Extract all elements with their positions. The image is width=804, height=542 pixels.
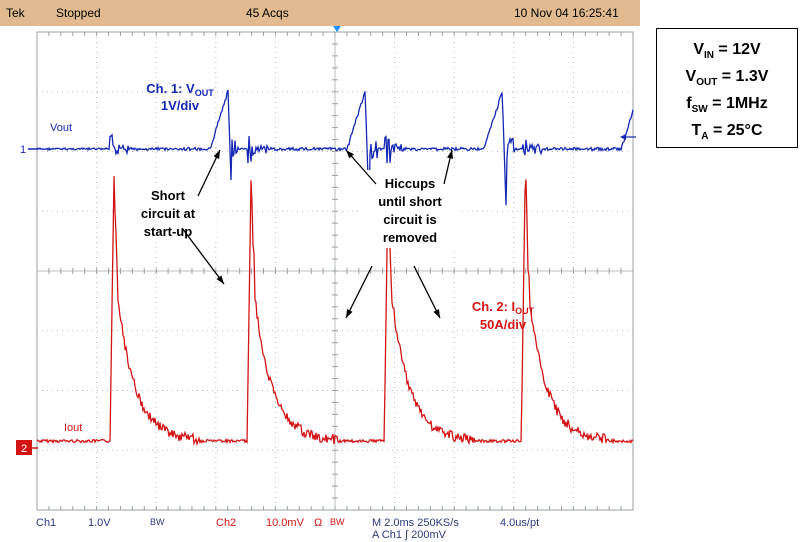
acquisition-status: Stopped xyxy=(56,6,101,20)
hiccup-label-line1: Hiccups xyxy=(385,176,436,191)
iout-trace xyxy=(36,176,634,447)
short-circuit-label-line2: circuit at xyxy=(141,206,196,221)
trigger-level-arrowhead xyxy=(620,134,626,140)
hiccup-arrow-iout-2 xyxy=(413,265,441,319)
spec-ta: TA = 25°C xyxy=(691,122,763,143)
short-arrow-vout xyxy=(197,149,221,197)
annotation-arrows xyxy=(181,149,454,319)
scope-footer: Ch1 1.0V BW Ch2 10.0mV Ω BW M 2.0ms 250K… xyxy=(0,514,640,542)
channel-markers: 2 1 xyxy=(16,26,636,455)
vout-trace xyxy=(36,89,634,208)
traces xyxy=(36,89,634,447)
ch2-scale-label: 50A/div xyxy=(480,317,527,332)
short-circuit-label-line3: start-up xyxy=(144,224,192,239)
trigger-position-marker xyxy=(333,26,341,32)
short-arrow-iout xyxy=(181,227,225,285)
oscilloscope-display: Tek Stopped 45 Acqs 10 Nov 04 16:25:41 2… xyxy=(0,0,640,542)
hiccup-arrow-iout-2-head xyxy=(433,309,440,318)
waveform-plot: 2 1 Vout Iout Ch. 1: VOUT 1V/div Ch. 2: … xyxy=(16,26,636,511)
spec-vin: VIN = 12V xyxy=(693,41,761,62)
spec-fsw: fSW = 1MHz xyxy=(686,95,768,116)
footer-ch2: Ch2 xyxy=(216,517,237,529)
footer-ch1: Ch1 xyxy=(36,517,57,529)
footer-ch1-bw: BW xyxy=(150,517,165,527)
footer-ch1-scale: 1.0V xyxy=(88,517,111,529)
hiccup-arrow-iout-1-head xyxy=(346,309,353,318)
ch2-title: Ch. 2: IOUT xyxy=(472,299,535,316)
hiccup-arrow-iout-1 xyxy=(345,265,373,319)
ch2-marker-box xyxy=(16,440,32,455)
footer-trigger: A Ch1 ∫ 200mV xyxy=(372,529,446,541)
footer-timebase: M 2.0ms 250KS/s xyxy=(372,517,459,529)
hiccup-label-bg xyxy=(362,170,458,248)
iout-trace-label: Iout xyxy=(64,422,82,434)
short-arrow-iout-head xyxy=(216,275,224,284)
ch1-title: Ch. 1: VOUT xyxy=(146,81,214,98)
test-conditions-box: VIN = 12V VOUT = 1.3V fSW = 1MHz TA = 25… xyxy=(656,28,798,148)
short-circuit-label-line1: Short xyxy=(151,188,186,203)
spec-vout: VOUT = 1.3V xyxy=(685,68,769,89)
acquisition-count: 45 Acqs xyxy=(246,6,289,20)
footer-ch2-bw: BW xyxy=(330,517,345,527)
vout-trace-label: Vout xyxy=(50,122,72,134)
datetime-label: 10 Nov 04 16:25:41 xyxy=(514,6,619,20)
hiccup-label-line3: circuit is xyxy=(383,212,436,227)
ch1-scale-label: 1V/div xyxy=(161,98,200,113)
hiccup-arrow-vout-2-head xyxy=(447,150,454,159)
annotations: Vout Iout Ch. 1: VOUT 1V/div Ch. 2: IOUT… xyxy=(50,81,535,434)
short-arrow-vout-head xyxy=(213,150,220,159)
hiccup-arrow-vout-1-head xyxy=(346,150,354,159)
ch1-marker-label: 1 xyxy=(20,144,26,156)
hiccup-label-line2: until short xyxy=(378,194,442,209)
footer-ch2-ohm: Ω xyxy=(314,517,323,529)
graticule xyxy=(36,31,634,511)
ch2-marker-label: 2 xyxy=(21,443,27,455)
footer-resolution: 4.0us/pt xyxy=(500,517,540,529)
brand-label: Tek xyxy=(6,6,25,20)
footer-ch2-scale: 10.0mV xyxy=(266,517,304,529)
scope-header: Tek Stopped 45 Acqs 10 Nov 04 16:25:41 xyxy=(0,0,640,26)
short-circuit-label-bg xyxy=(122,184,216,242)
hiccup-label-line4: removed xyxy=(383,230,437,245)
